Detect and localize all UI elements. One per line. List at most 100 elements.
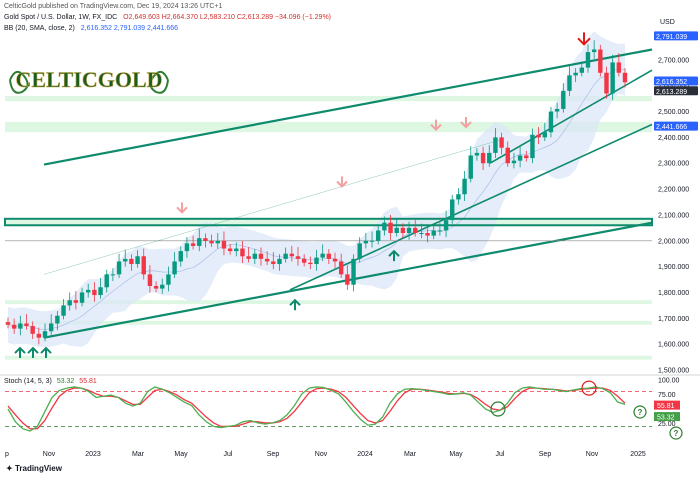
candle-body <box>511 160 517 164</box>
candle-body <box>462 178 467 195</box>
bb-values: 2,616.352 2,791.039 2,441.666 <box>80 25 179 32</box>
candle-body <box>468 155 473 179</box>
symbol-title[interactable]: Gold Spot / U.S. Dollar, 1W, FX_IDC <box>4 14 118 21</box>
candle-body <box>160 284 165 289</box>
time-tick-label: 2023 <box>85 451 101 458</box>
buy-arrow-up-icon <box>289 298 301 311</box>
support-zone <box>5 96 652 102</box>
candle-body <box>517 155 523 161</box>
time-tick-label: Sep <box>539 451 552 458</box>
price-tick-label: 1,600.000 <box>658 342 689 349</box>
candle-body <box>579 67 585 73</box>
candle-body <box>474 152 480 156</box>
candle-body <box>240 248 245 257</box>
candle-body <box>73 300 79 303</box>
candle-body <box>166 274 171 285</box>
candle-body <box>388 222 393 234</box>
candle-body <box>493 137 498 153</box>
price-tag-box <box>654 86 698 96</box>
buy-arrow-up-icon <box>14 346 26 359</box>
candle-body <box>289 253 295 257</box>
candle-body <box>234 248 239 252</box>
candle-body <box>406 227 412 234</box>
candle-body <box>394 227 399 234</box>
candle-body <box>42 331 48 338</box>
ohlc-values: O2,649.603 H2,664.370 L2,583.210 C2,613.… <box>123 14 332 21</box>
time-tick-label: Mar <box>132 451 145 458</box>
candle-body <box>585 52 591 68</box>
price-tag-box <box>654 121 698 131</box>
price-axis[interactable]: USD2,700.0002,600.0002,500.0002,400.0002… <box>654 19 698 428</box>
candle-body <box>123 258 128 262</box>
candle-body <box>499 137 504 148</box>
candle-body <box>258 253 264 259</box>
time-tick-label: Mar <box>404 451 417 458</box>
price-tick-label: 1,500.000 <box>658 368 689 375</box>
stoch-k-value: 53.32 <box>56 378 75 385</box>
candle-body <box>110 274 116 276</box>
candle-body <box>92 289 97 296</box>
steep-support-line <box>289 123 653 291</box>
candle-body <box>295 256 301 259</box>
price-tick-label: 2,400.000 <box>658 135 689 142</box>
candle-body <box>308 262 313 265</box>
candle-body <box>246 256 251 259</box>
candle-body <box>413 227 418 234</box>
candle-body <box>18 323 23 329</box>
candle-body <box>320 253 325 258</box>
candle-body <box>573 72 578 76</box>
resistance-arrow-down-icon <box>460 117 472 129</box>
candle-body <box>61 305 66 316</box>
support-zone <box>5 121 652 133</box>
candle-body <box>264 258 270 262</box>
price-tick-label: 2,700.000 <box>658 57 689 64</box>
price-tag-box <box>654 76 698 86</box>
stoch-d-tag-box <box>654 400 680 410</box>
candle-body <box>197 238 202 246</box>
price-tag-label: 2,791.039 <box>656 34 687 41</box>
candle-body <box>79 292 85 303</box>
candle-body <box>400 227 406 234</box>
candle-body <box>86 289 91 293</box>
stoch-d-tag-label: 55.81 <box>657 403 675 410</box>
stoch-label[interactable]: Stoch (14, 5, 3) <box>4 378 52 385</box>
candle-body <box>536 134 541 138</box>
time-tick-label: Nov <box>586 451 599 458</box>
candle-body <box>190 243 196 246</box>
candle-body <box>129 258 134 265</box>
price-tick-label: 2,000.000 <box>658 238 689 245</box>
price-tick-label: 2,300.000 <box>658 161 689 168</box>
stoch-k-tag-box <box>654 412 680 422</box>
price-tick-label: 2,100.000 <box>658 212 689 219</box>
candle-body <box>135 256 140 265</box>
tradingview-footer[interactable]: ✦ TradingView <box>6 464 62 473</box>
time-tick-label: p <box>5 451 9 458</box>
candle-body <box>622 72 628 83</box>
time-axis[interactable]: p Nov 2023 Mar May Jul Sep Nov 2024 Mar May Jul Sep N… <box>5 451 646 458</box>
candle-body <box>326 253 332 259</box>
tradingview-label: TradingView <box>14 464 62 473</box>
candle-body <box>332 258 338 262</box>
publisher-line: CelticGold published on TradingView.com,… <box>4 3 223 10</box>
stoch-cross-circle <box>490 401 506 417</box>
stoch-k-line <box>7 386 626 432</box>
bb-label[interactable]: BB (20, SMA, close, 2) <box>4 25 75 32</box>
bb-legend: BB (20, SMA, close, 2) 2,616.352 2,791.0… <box>4 25 178 32</box>
stoch-tick-label: 100.00 <box>658 378 680 385</box>
candle-body <box>203 238 208 241</box>
tradingview-icon: ✦ <box>6 464 15 473</box>
candle-body <box>252 253 257 259</box>
candle-body <box>67 300 72 306</box>
resistance-arrow-down-icon <box>430 119 442 132</box>
candles[interactable] <box>5 40 628 345</box>
buy-arrow-up-icon <box>388 249 400 262</box>
stoch-tick-label: 75.00 <box>658 392 676 399</box>
candle-body <box>351 258 356 285</box>
time-tick-label: May <box>449 451 463 458</box>
candle-body <box>382 222 387 231</box>
candle-body <box>567 75 572 91</box>
candle-body <box>524 155 529 159</box>
candle-body <box>487 152 492 164</box>
candle-body <box>357 243 362 259</box>
